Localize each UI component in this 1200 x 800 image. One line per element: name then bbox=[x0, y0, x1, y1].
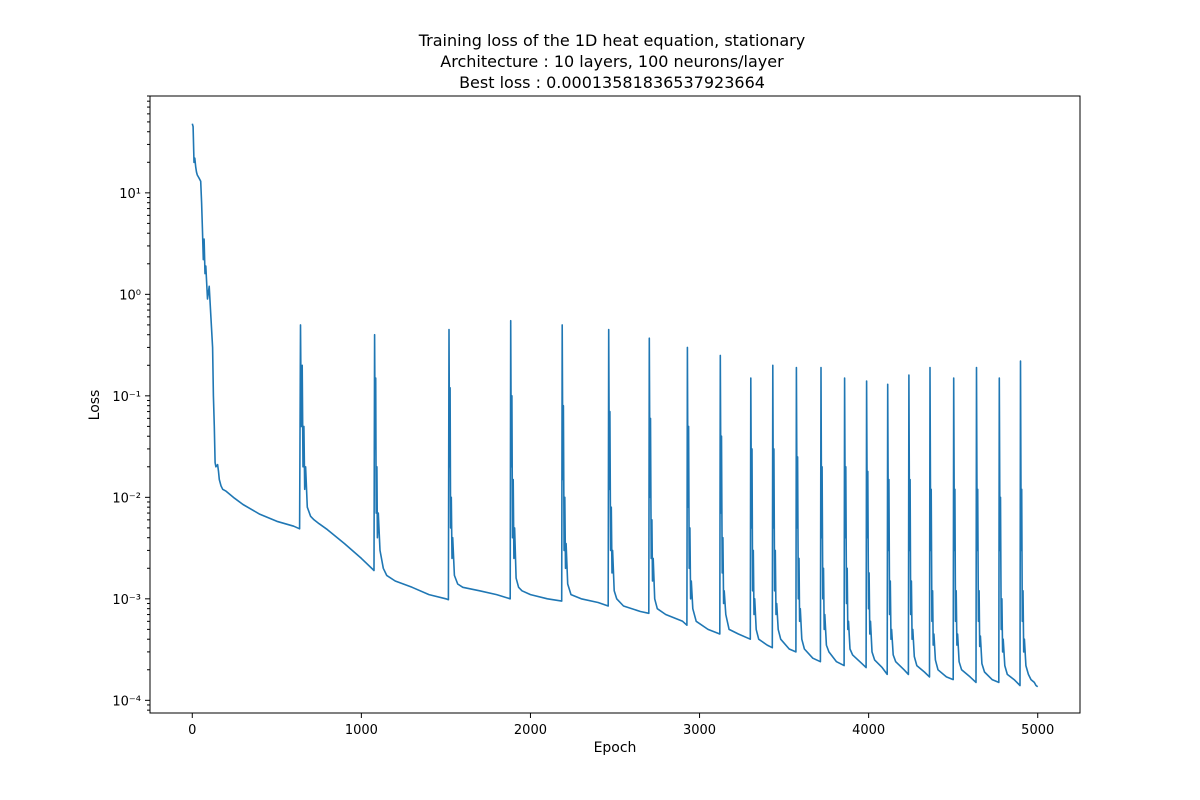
y-tick-label: 10¹ bbox=[119, 187, 141, 202]
y-tick-label: 10⁰ bbox=[119, 288, 141, 303]
y-tick-label: 10⁻¹ bbox=[112, 390, 141, 405]
chart-title-line-3: Best loss : 0.00013581836537923664 bbox=[459, 73, 765, 92]
y-tick-label: 10⁻² bbox=[112, 491, 141, 506]
y-axis: 10⁻⁴ 10⁻³ 10⁻² 10⁻¹ 10⁰ 10¹ bbox=[112, 95, 150, 711]
chart-title-line-2: Architecture : 10 layers, 100 neurons/la… bbox=[440, 52, 784, 71]
x-tick-label: 3000 bbox=[683, 723, 716, 738]
x-tick-label: 2000 bbox=[514, 723, 547, 738]
chart-title-line-1: Training loss of the 1D heat equation, s… bbox=[418, 31, 805, 50]
x-axis: 0 1000 2000 3000 4000 5000 bbox=[188, 713, 1054, 738]
x-tick-label: 4000 bbox=[852, 723, 885, 738]
y-tick-label: 10⁻³ bbox=[112, 593, 141, 608]
loss-series-line bbox=[191, 123, 1039, 688]
y-tick-label: 10⁻⁴ bbox=[112, 694, 141, 709]
plot-area bbox=[191, 123, 1039, 688]
x-axis-label: Epoch bbox=[594, 740, 637, 756]
y-axis-label: Loss bbox=[87, 390, 103, 421]
plot-frame bbox=[149, 95, 1081, 714]
x-tick-label: 5000 bbox=[1021, 723, 1054, 738]
x-tick-label: 0 bbox=[188, 723, 196, 738]
x-tick-label: 1000 bbox=[345, 723, 378, 738]
